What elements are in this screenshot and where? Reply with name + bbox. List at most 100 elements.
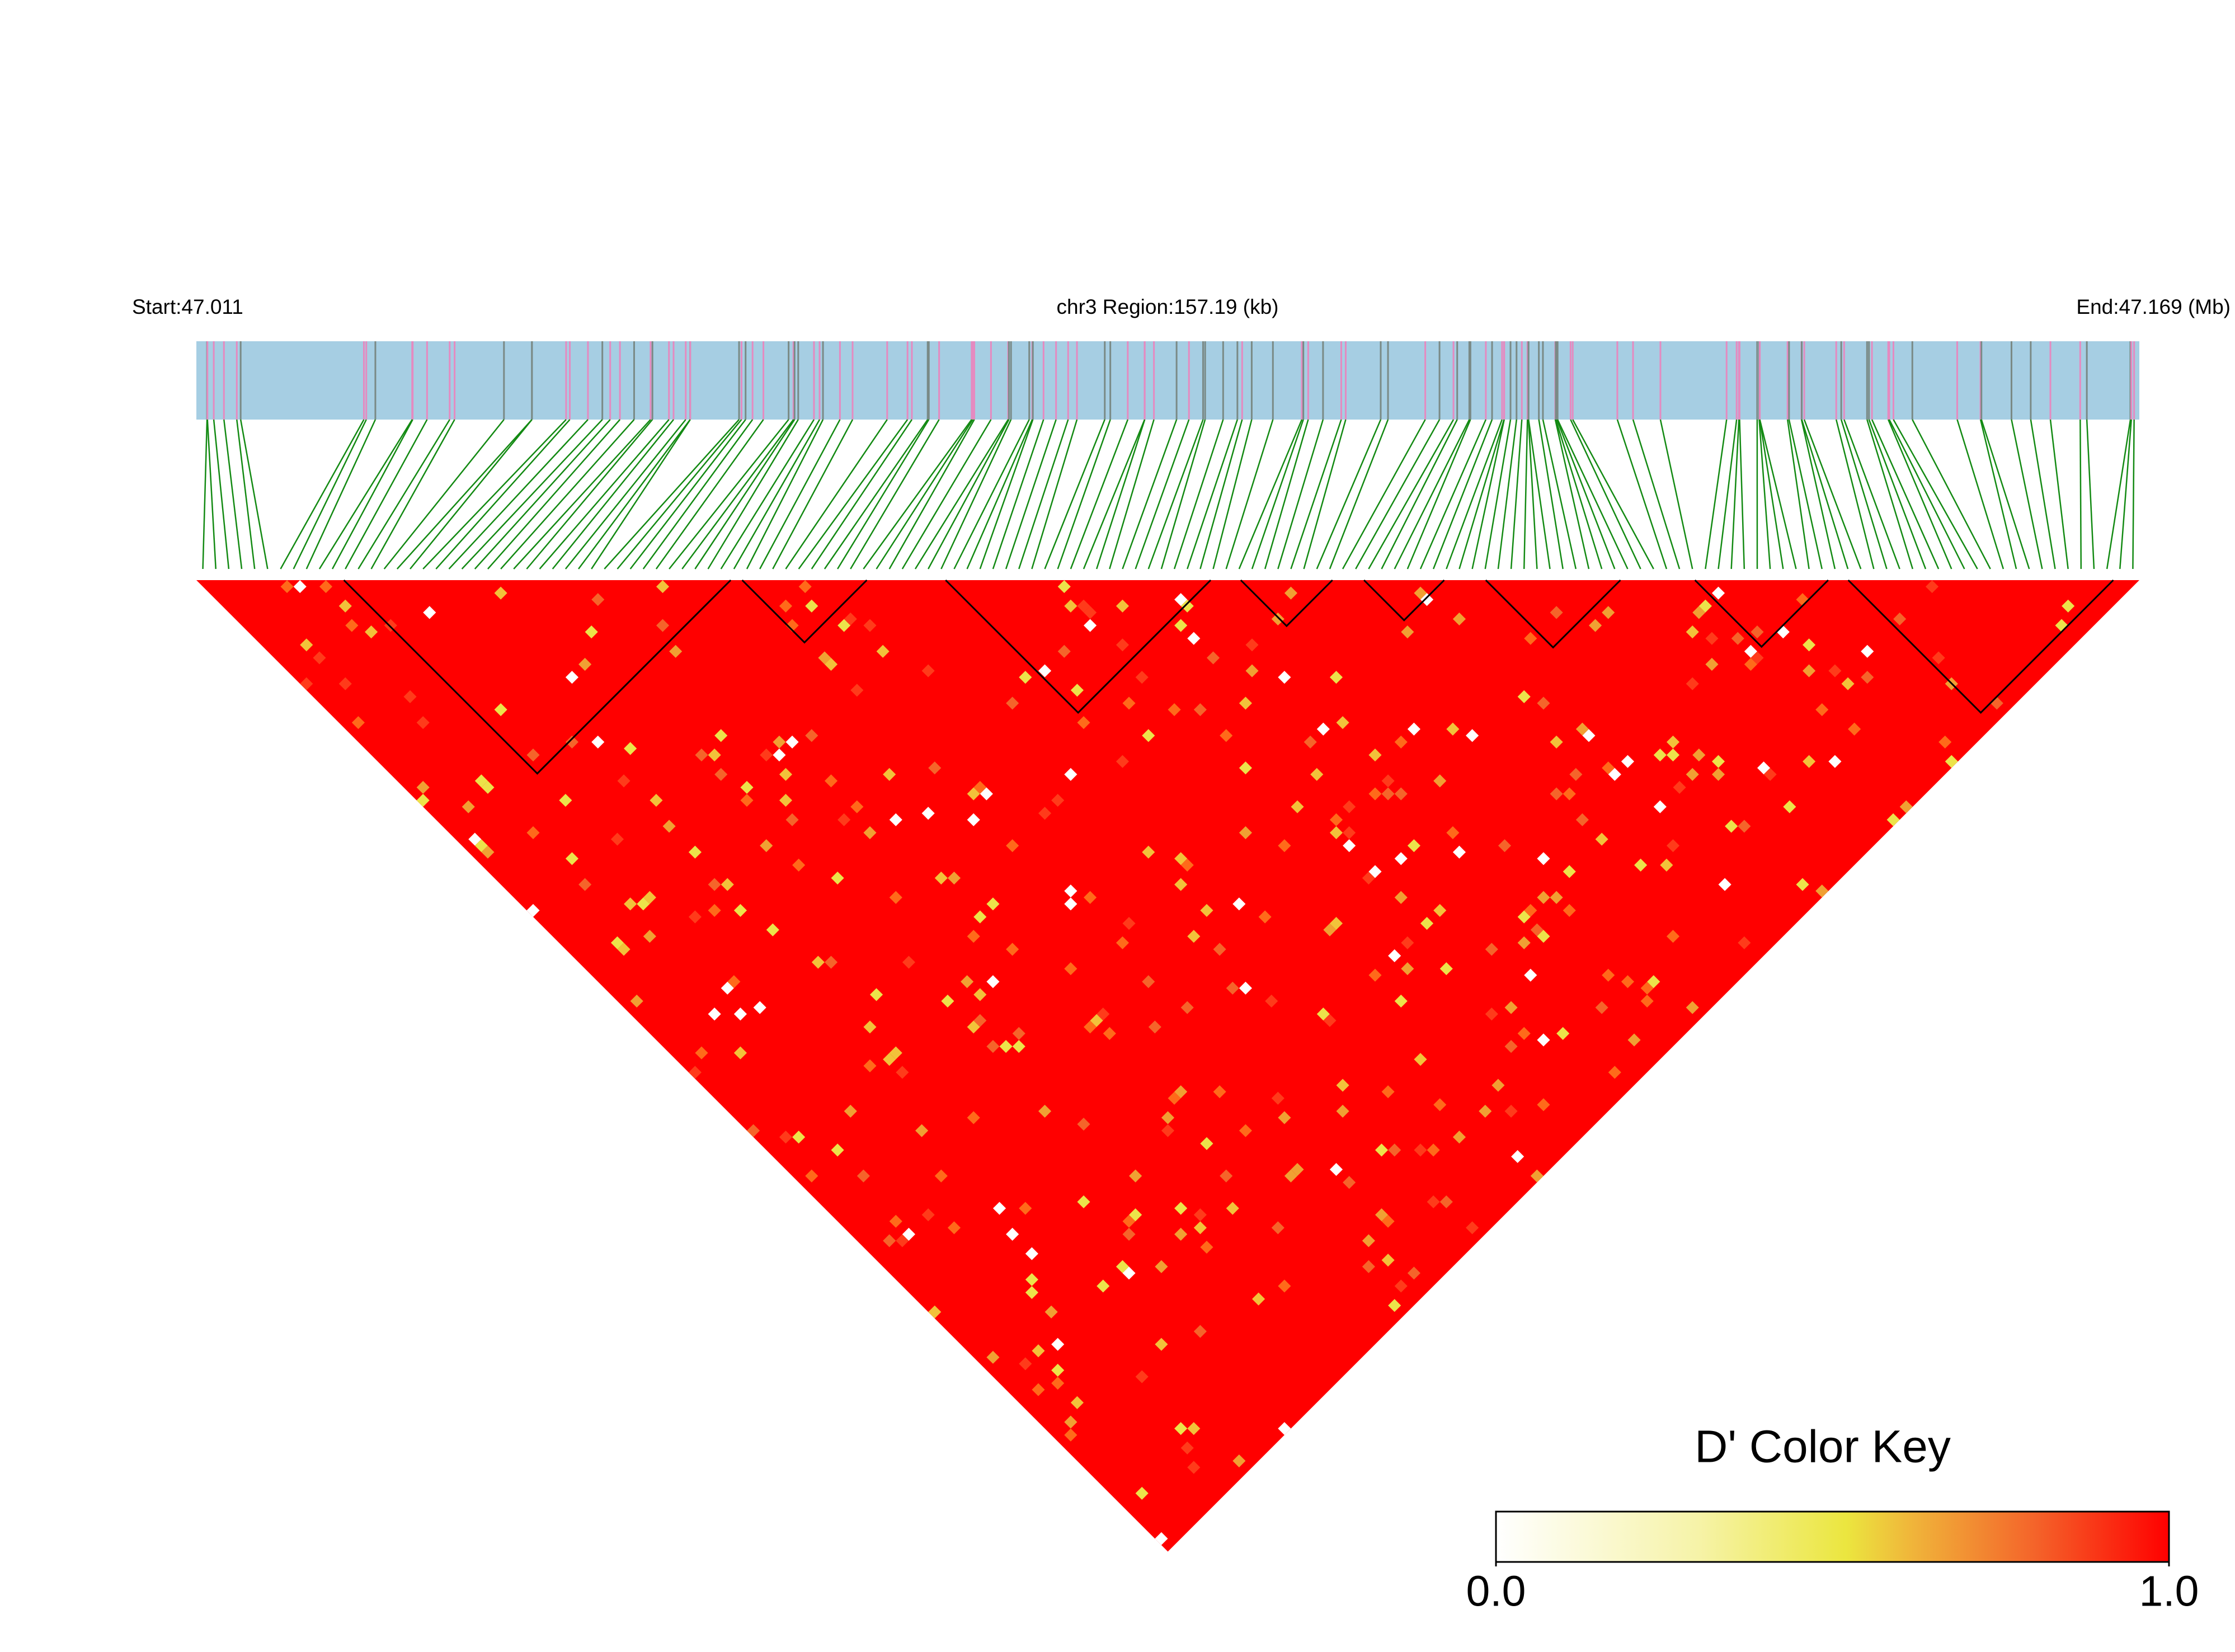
ld-cell: [1116, 755, 1130, 768]
ld-cell: [526, 903, 540, 917]
ld-cell: [1239, 826, 1252, 840]
snp-connector: [383, 419, 505, 570]
snp-connector: [1044, 419, 1105, 570]
snp-connector: [1264, 419, 1309, 570]
ld-cell: [293, 580, 307, 594]
ld-cell: [1239, 981, 1252, 995]
ld-cell: [992, 1202, 1006, 1215]
ld-cell: [1725, 820, 1738, 833]
ld-cell: [300, 677, 313, 690]
snp-connector: [2079, 419, 2082, 570]
ld-cell: [688, 910, 702, 924]
ld-cell: [1608, 1066, 1621, 1079]
ld-cell: [805, 599, 818, 613]
snp-connector: [811, 419, 912, 570]
ld-cell: [1077, 1195, 1090, 1208]
ld-cell: [695, 1046, 708, 1060]
ld-cell: [889, 813, 902, 826]
ld-cell: [1044, 1305, 1058, 1319]
snp-connector: [206, 419, 217, 570]
snp-connector: [332, 419, 413, 570]
ld-cell: [1388, 1299, 1401, 1312]
ld-cell: [986, 897, 1000, 911]
ld-cell: [1025, 1273, 1038, 1286]
ld-cell: [1032, 1383, 1045, 1396]
ld-cell: [1582, 729, 1596, 742]
ld-cell: [1226, 981, 1239, 995]
ld-cell: [643, 930, 656, 943]
snp-connector: [236, 419, 256, 570]
snp-connector: [694, 419, 796, 570]
ld-cell: [740, 780, 754, 794]
snp-connector: [513, 419, 651, 570]
ld-cell: [1381, 1085, 1395, 1099]
ld-cell: [727, 975, 741, 989]
ld-cell: [1097, 1008, 1110, 1021]
ld-cell: [1180, 599, 1194, 613]
ld-cell: [1155, 1260, 1168, 1273]
snp-connector: [1160, 419, 1206, 570]
ld-cell: [1692, 748, 1706, 762]
ld-cell: [1084, 606, 1097, 619]
ld-cell: [1504, 1039, 1518, 1053]
ld-cell: [1401, 962, 1414, 976]
ld-cell: [610, 936, 624, 949]
ld-cell: [1485, 1008, 1498, 1021]
snp-connector: [1840, 419, 1888, 570]
ld-cell: [1925, 580, 1939, 594]
ld-cell: [863, 619, 877, 632]
ld-cell: [1316, 722, 1330, 736]
ld-cell: [1368, 865, 1382, 878]
ld-cell: [280, 580, 294, 594]
colorbar-title: D' Color Key: [1695, 1422, 1951, 1472]
ld-cell: [1466, 1221, 1479, 1235]
ld-cell: [1019, 1202, 1032, 1215]
ld-cell: [1291, 800, 1304, 813]
ld-cell: [656, 580, 670, 594]
ld-cell: [1232, 897, 1246, 911]
ld-cell: [1524, 632, 1537, 645]
ld-cell: [494, 703, 507, 717]
snp-connector: [1083, 419, 1146, 570]
ld-cell: [1537, 930, 1550, 943]
ld-cell: [1012, 1039, 1025, 1053]
ld-cell: [1602, 968, 1615, 982]
snp-connector: [1394, 419, 1470, 570]
snp-connector: [1759, 419, 1784, 570]
ld-cell: [1666, 839, 1680, 853]
ld-cell: [1452, 845, 1466, 859]
snp-connector: [1238, 419, 1303, 570]
snp-connector: [1843, 419, 1900, 570]
snp-connector: [2132, 419, 2135, 570]
ld-cell: [1886, 813, 1900, 826]
ld-cell: [1938, 735, 1952, 749]
ld-cell: [824, 774, 838, 788]
ld-cell: [1466, 729, 1479, 742]
ld-cell: [1057, 580, 1071, 594]
ld-cell: [1932, 651, 1945, 665]
ld-cell: [785, 813, 799, 826]
ld-cell: [1588, 619, 1602, 632]
ld-cell: [798, 580, 812, 594]
ld-cell: [1433, 903, 1447, 917]
ld-cell: [1329, 813, 1343, 826]
ld-cell: [850, 800, 864, 813]
ld-cell: [1485, 943, 1498, 956]
snp-connector: [772, 419, 854, 570]
ld-cell: [559, 794, 572, 807]
ld-cell: [1193, 1325, 1207, 1338]
ld-cell: [1666, 748, 1680, 762]
ld-cell: [915, 1124, 929, 1137]
snp-connector: [2119, 419, 2132, 570]
ld-cell: [1563, 865, 1576, 878]
snp-connector: [798, 419, 909, 570]
snp-connector: [1801, 419, 1849, 570]
ld-cell: [1537, 852, 1550, 865]
colorbar-tick-label: 1.0: [2139, 1567, 2199, 1615]
ld-cell: [805, 729, 818, 742]
ld-cell: [313, 651, 326, 665]
snp-connector: [850, 419, 940, 570]
ld-block: [1240, 579, 1333, 628]
ld-cell: [1841, 677, 1855, 690]
ld-cell: [1251, 1292, 1265, 1306]
